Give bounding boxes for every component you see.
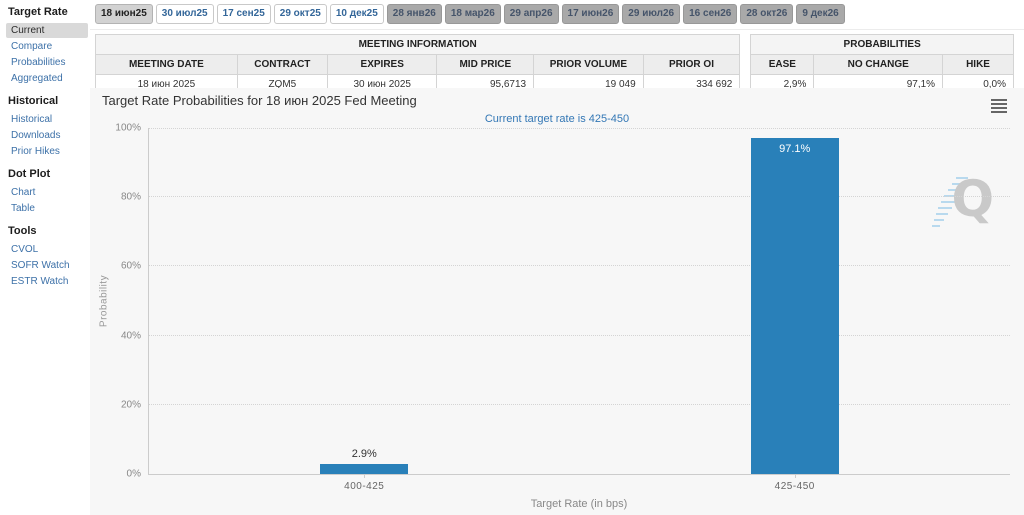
- bar-value-label: 2.9%: [351, 447, 377, 460]
- sidebar-item-prior-hikes[interactable]: Prior Hikes: [11, 146, 60, 157]
- sidebar-item-chart[interactable]: Chart: [11, 187, 36, 198]
- quikstrike-watermark-icon: Q: [932, 170, 994, 236]
- tab-meeting-date[interactable]: 30 июл25: [155, 4, 214, 24]
- sidebar: Target Rate Current Compare Probabilitie…: [0, 0, 90, 515]
- y-axis-tick-label: 40%: [120, 330, 141, 342]
- sidebar-item-historical[interactable]: Historical: [11, 114, 53, 125]
- chart-subtitle: Current target rate is 425-450: [484, 113, 630, 125]
- sidebar-heading-target-rate: Target Rate: [8, 6, 68, 18]
- col-expires: EXPIRES: [326, 54, 438, 75]
- gridline: [149, 403, 1010, 405]
- sidebar-heading-tools: Tools: [8, 225, 37, 237]
- tab-meeting-date[interactable]: 28 янв26: [386, 4, 442, 24]
- sidebar-item-estr-watch[interactable]: ESTR Watch: [11, 276, 69, 287]
- gridline: [149, 128, 1010, 129]
- tab-meeting-date[interactable]: 29 окт25: [273, 4, 327, 24]
- sidebar-item-aggregated[interactable]: Aggregated: [11, 73, 63, 84]
- col-no-change: NO CHANGE: [813, 54, 944, 75]
- probability-bar[interactable]: [750, 138, 839, 474]
- chart-panel: Target Rate Probabilities for 18 июн 202…: [90, 88, 1024, 515]
- quikstrike-q-letter: Q: [951, 170, 994, 228]
- y-axis-tick-label: 100%: [115, 122, 141, 134]
- x-axis-title: Target Rate (in bps): [530, 498, 628, 510]
- meeting-information-table: MEETING INFORMATION MEETING DATE CONTRAC…: [94, 34, 741, 95]
- tab-meeting-date[interactable]: 29 апр26: [503, 4, 559, 24]
- col-prior-oi: PRIOR OI: [642, 54, 741, 75]
- col-hike: HIKE: [942, 54, 1014, 75]
- probability-bar[interactable]: [320, 463, 409, 474]
- bar-value-label: 97.1%: [779, 143, 811, 156]
- y-axis-tick-label: 80%: [120, 191, 141, 203]
- tab-meeting-date[interactable]: 28 окт26: [740, 4, 794, 24]
- sidebar-item-probabilities[interactable]: Probabilities: [11, 57, 66, 68]
- col-contract: CONTRACT: [236, 54, 328, 75]
- tab-meeting-date[interactable]: 17 сен25: [216, 4, 271, 24]
- probabilities-title: PROBABILITIES: [750, 34, 1014, 55]
- y-axis-tick-label: 60%: [120, 260, 141, 272]
- tab-meeting-date[interactable]: 18 мар26: [444, 4, 501, 24]
- col-prior-volume: PRIOR VOLUME: [533, 54, 644, 75]
- gridline: [149, 265, 1010, 267]
- sidebar-item-compare[interactable]: Compare: [11, 41, 53, 52]
- col-mid-price: MID PRICE: [436, 54, 535, 75]
- tab-meeting-date[interactable]: 10 дек25: [329, 4, 384, 24]
- info-tables: MEETING INFORMATION MEETING DATE CONTRAC…: [90, 30, 1024, 95]
- tab-meeting-date[interactable]: 17 июн26: [561, 4, 620, 24]
- chart-title: Target Rate Probabilities for 18 июн 202…: [102, 93, 417, 108]
- gridline: [149, 334, 1010, 336]
- x-axis-tick: [364, 474, 366, 478]
- col-ease: EASE: [750, 54, 815, 75]
- sidebar-item-sofr-watch[interactable]: SOFR Watch: [11, 260, 70, 271]
- sidebar-item-table[interactable]: Table: [11, 203, 35, 214]
- probabilities-table: PROBABILITIES EASE NO CHANGE HIKE 2,9% 9…: [750, 34, 1014, 95]
- tab-meeting-date[interactable]: 18 июн25: [95, 4, 153, 24]
- gridline: [149, 196, 1010, 198]
- y-axis-tick-label: 0%: [126, 468, 141, 480]
- tab-meeting-date[interactable]: 29 июл26: [622, 4, 681, 24]
- sidebar-heading-historical: Historical: [8, 95, 59, 107]
- plot-area: Q 0% 20% 40% 60% 80% 100% 2.9% 400-425 97.1% 425-…: [115, 123, 1010, 492]
- meeting-date-tabs: 18 июн25 30 июл25 17 сен25 29 окт25 10 д…: [90, 0, 1024, 30]
- sidebar-item-cvol[interactable]: CVOL: [11, 244, 39, 255]
- y-axis-title: Probability: [98, 274, 110, 328]
- tab-meeting-date[interactable]: 16 сен26: [683, 4, 738, 24]
- y-axis-tick-label: 20%: [120, 399, 141, 411]
- meeting-info-title: MEETING INFORMATION: [94, 34, 741, 55]
- main-content: 18 июн25 30 июл25 17 сен25 29 окт25 10 д…: [90, 0, 1024, 515]
- sidebar-item-current[interactable]: Current: [6, 23, 88, 38]
- col-meeting-date: MEETING DATE: [95, 54, 238, 75]
- tab-meeting-date[interactable]: 9 дек26: [796, 4, 845, 24]
- sidebar-item-downloads[interactable]: Downloads: [11, 130, 61, 141]
- x-axis-tick: [794, 474, 796, 478]
- x-axis-category-label: 400-425: [344, 481, 385, 492]
- chart-context-menu-icon[interactable]: [988, 95, 1010, 113]
- sidebar-heading-dot-plot: Dot Plot: [8, 168, 51, 180]
- x-axis-category-label: 425-450: [774, 481, 815, 492]
